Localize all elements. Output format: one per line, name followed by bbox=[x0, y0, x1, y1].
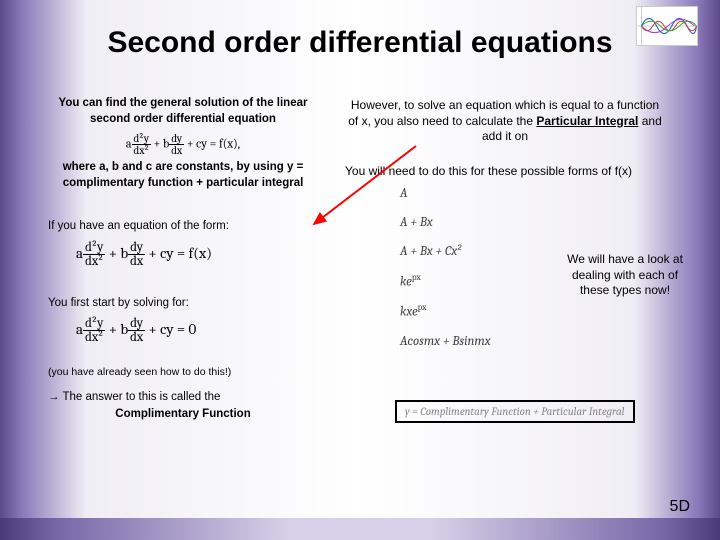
particular-integral-label: Particular Integral bbox=[536, 114, 638, 128]
para-already-seen: (you have already seen how to do this!) bbox=[48, 366, 318, 378]
boxed-formula: y = Complimentary Function + Particular … bbox=[395, 400, 635, 423]
form-trig: Acosmx + Bsinmx bbox=[400, 334, 491, 349]
para-if-equation: If you have an equation of the form: bbox=[48, 219, 318, 235]
note-text: We will have a look at dealing with each… bbox=[560, 252, 690, 299]
intro-para-a: You can find the general solution of the… bbox=[48, 96, 318, 127]
para-answer-called: → The answer to this is called the bbox=[48, 390, 318, 406]
equation-zero: ad²ydx² + bdydx + cy = 0 bbox=[76, 317, 318, 344]
form-constant: A bbox=[400, 186, 491, 201]
form-quadratic: A + Bx + Cx² bbox=[400, 244, 491, 259]
right-second-line: You will need to do this for these possi… bbox=[345, 164, 690, 178]
forms-list: A A + Bx A + Bx + Cx² kepx kxepx Acosmx … bbox=[400, 186, 491, 363]
form-x-exponential: kxepx bbox=[400, 303, 491, 319]
complimentary-function-label: Complimentary Function bbox=[48, 408, 318, 420]
form-linear: A + Bx bbox=[400, 215, 491, 230]
equation-general: ad²ydx² + bdydx + cy = f(x), bbox=[48, 133, 318, 156]
slide-title: Second order differential equations bbox=[0, 26, 720, 60]
equation-fx: ad²ydx² + bdydx + cy = f(x) bbox=[76, 241, 318, 268]
page-number: 5D bbox=[670, 498, 690, 516]
right-intro: However, to solve an equation which is e… bbox=[345, 98, 665, 145]
left-column: You can find the general solution of the… bbox=[48, 96, 318, 420]
form-exponential: kepx bbox=[400, 273, 491, 289]
intro-para-b: where a, b and c are constants, by using… bbox=[48, 160, 318, 191]
para-first-solve: You first start by solving for: bbox=[48, 296, 318, 312]
bottom-gradient-bar bbox=[0, 518, 720, 540]
